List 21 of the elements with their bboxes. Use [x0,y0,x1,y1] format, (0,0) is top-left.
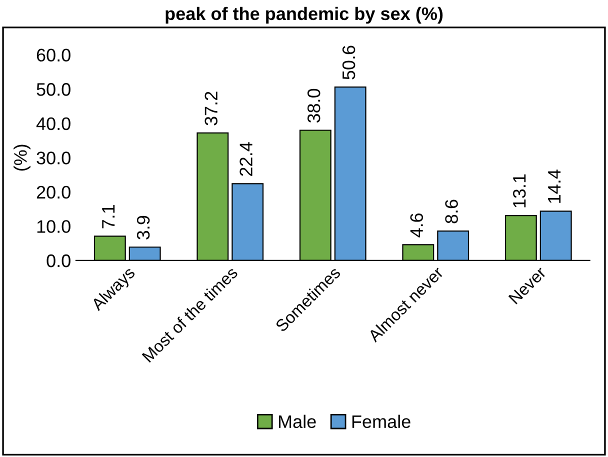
data-label: 22.4 [240,142,252,176]
y-tick-label: 0.0 [46,254,70,268]
data-label: 3.9 [136,216,150,240]
data-label: 13.1 [512,174,526,208]
y-tick-label: 20.0 [36,186,70,199]
y-tick-label: 30.0 [36,152,70,164]
legend-label: Female [352,414,410,428]
data-label: 37.2 [204,92,218,126]
chart-title: peak of the pandemic by sex (%) [166,6,443,24]
data-label: 14.4 [548,170,561,203]
y-axis-title: (%) [14,144,30,171]
y-tick-label: 60.0 [36,48,70,62]
data-label: 4.6 [410,213,424,238]
data-label: 50.6 [342,46,356,80]
legend-label: Male [278,414,316,428]
data-label: 7.1 [102,204,115,228]
data-label: 8.6 [445,200,458,224]
y-tick-label: 40.0 [36,117,70,130]
y-tick-label: 50.0 [36,83,70,96]
data-label: 38.0 [307,88,320,123]
y-tick-label: 10.0 [37,220,70,233]
